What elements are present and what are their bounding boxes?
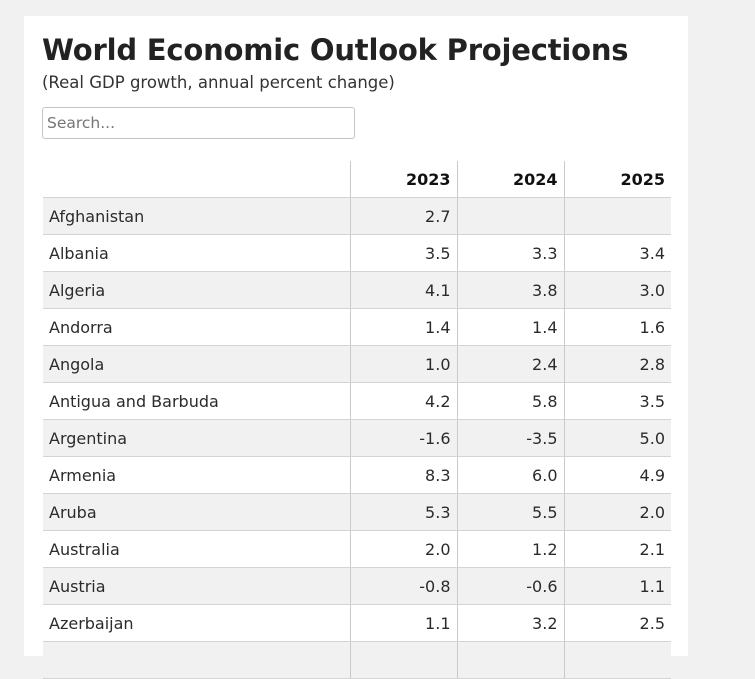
value-cell-2025: 3.0 [563,271,671,309]
table-row: Angola 1.0 2.4 2.8 [43,345,671,383]
value-cell-2023: 4.1 [349,271,457,309]
country-cell: Azerbaijan [43,604,350,642]
value-cell-2024: 3.3 [456,234,564,272]
value-cell-2023: -0.8 [349,567,457,605]
country-cell: Antigua and Barbuda [43,382,350,420]
value-cell-2024 [456,641,564,679]
value-cell-2024: 5.8 [456,382,564,420]
value-cell-2023 [349,641,457,679]
value-cell-2023: 8.3 [349,456,457,494]
value-cell-2024: -3.5 [456,419,564,457]
value-cell-2024: 5.5 [456,493,564,531]
value-cell-2025: 2.8 [563,345,671,383]
search-input[interactable] [42,107,355,139]
value-cell-2025: 2.0 [563,493,671,531]
country-cell: Albania [43,234,350,272]
value-cell-2025: 2.5 [563,604,671,642]
table-row: Antigua and Barbuda 4.2 5.8 3.5 [43,382,671,420]
table-row: Andorra 1.4 1.4 1.6 [43,308,671,346]
table-row: Austria -0.8 -0.6 1.1 [43,567,671,605]
column-header-2025[interactable]: 2025 [563,161,671,198]
column-header-country[interactable] [43,161,350,198]
table-row: Australia 2.0 1.2 2.1 [43,530,671,568]
page-subtitle: (Real GDP growth, annual percent change) [42,73,395,92]
country-cell: Argentina [43,419,350,457]
value-cell-2024: 1.4 [456,308,564,346]
value-cell-2023: 1.0 [349,345,457,383]
column-header-2024[interactable]: 2024 [456,161,564,198]
table-row: Afghanistan 2.7 [43,197,671,235]
value-cell-2025: 3.4 [563,234,671,272]
table-row: Aruba 5.3 5.5 2.0 [43,493,671,531]
value-cell-2023: 3.5 [349,234,457,272]
country-cell: Afghanistan [43,197,350,235]
page-title: World Economic Outlook Projections [42,33,629,67]
content-panel: World Economic Outlook Projections (Real… [24,16,688,679]
value-cell-2024: -0.6 [456,567,564,605]
projections-table: 2023 2024 2025 Afghanistan 2.7 Albania 3… [43,161,671,679]
value-cell-2023: 2.7 [349,197,457,235]
country-cell: Andorra [43,308,350,346]
value-cell-2025: 1.6 [563,308,671,346]
value-cell-2025 [563,641,671,679]
value-cell-2025: 2.1 [563,530,671,568]
value-cell-2024 [456,197,564,235]
value-cell-2024: 3.2 [456,604,564,642]
table-row: Albania 3.5 3.3 3.4 [43,234,671,272]
value-cell-2025 [563,197,671,235]
value-cell-2023: 4.2 [349,382,457,420]
value-cell-2023: -1.6 [349,419,457,457]
country-cell: Austria [43,567,350,605]
table-header-row: 2023 2024 2025 [43,161,671,198]
value-cell-2024: 3.8 [456,271,564,309]
value-cell-2025: 4.9 [563,456,671,494]
value-cell-2025: 3.5 [563,382,671,420]
value-cell-2025: 1.1 [563,567,671,605]
value-cell-2023: 5.3 [349,493,457,531]
value-cell-2023: 2.0 [349,530,457,568]
value-cell-2024: 2.4 [456,345,564,383]
column-header-2023[interactable]: 2023 [349,161,457,198]
table-row: Argentina -1.6 -3.5 5.0 [43,419,671,457]
country-cell: Angola [43,345,350,383]
value-cell-2023: 1.1 [349,604,457,642]
value-cell-2025: 5.0 [563,419,671,457]
table-row: Armenia 8.3 6.0 4.9 [43,456,671,494]
country-cell: Aruba [43,493,350,531]
table-row: Algeria 4.1 3.8 3.0 [43,271,671,309]
country-cell [43,641,350,679]
table-row [43,641,671,679]
country-cell: Armenia [43,456,350,494]
value-cell-2023: 1.4 [349,308,457,346]
value-cell-2024: 6.0 [456,456,564,494]
table-row: Azerbaijan 1.1 3.2 2.5 [43,604,671,642]
country-cell: Algeria [43,271,350,309]
country-cell: Australia [43,530,350,568]
value-cell-2024: 1.2 [456,530,564,568]
